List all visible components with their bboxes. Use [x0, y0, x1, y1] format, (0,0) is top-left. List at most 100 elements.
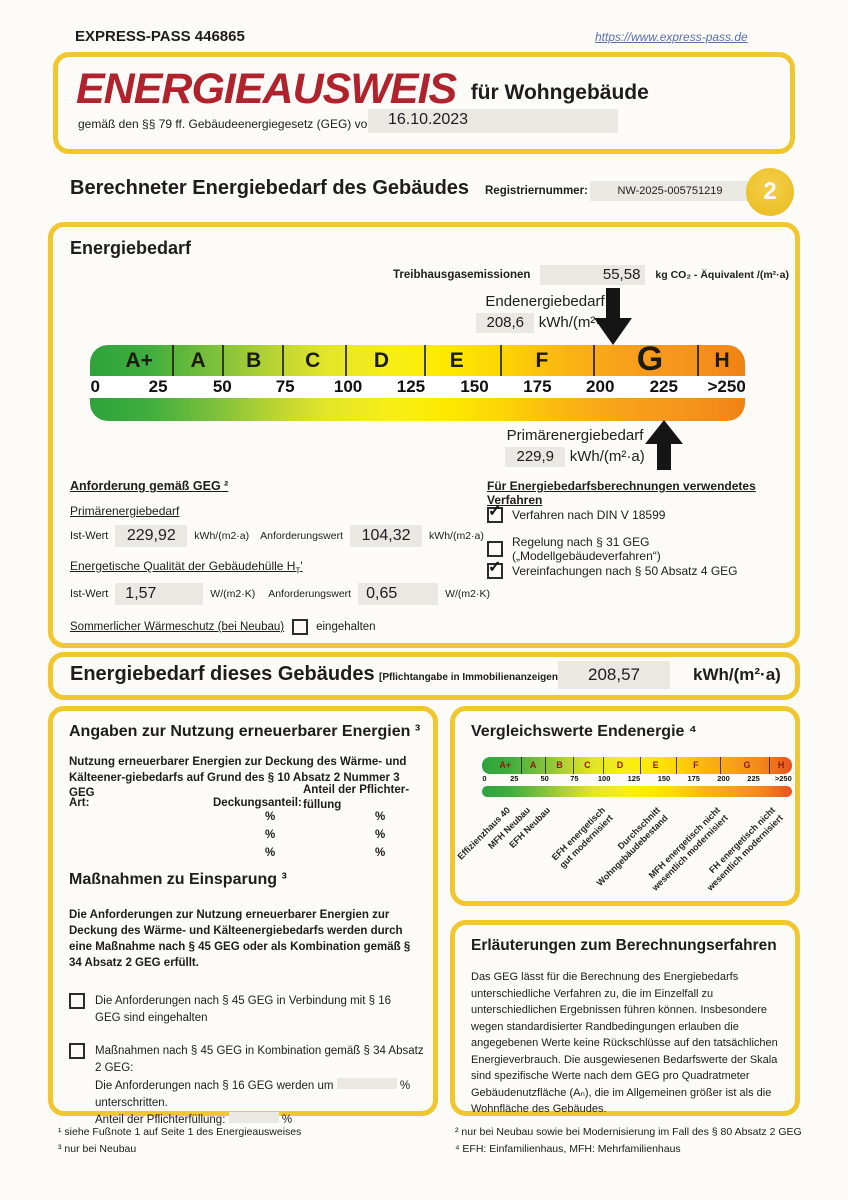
- issue-date: 16.10.2023: [368, 109, 618, 133]
- scale-number-150: 150: [460, 377, 489, 396]
- endenergie-value: 208,6: [476, 313, 535, 333]
- law-reference: gemäß den §§ 79 ff. Gebäudeenergiegesetz…: [78, 117, 385, 131]
- scale-tick: [500, 345, 503, 376]
- scale-tick: [171, 345, 174, 376]
- scale-number-125: 125: [396, 377, 426, 396]
- anteil-percent-1: %: [375, 811, 386, 823]
- scale-tick: [697, 345, 700, 376]
- sommer-option: eingehalten: [316, 621, 376, 633]
- anteil-percent-3: %: [375, 847, 386, 859]
- scale-number-75: 75: [570, 774, 579, 783]
- comparison-labels: Effizienzhaus 40 MFH Neubau EFH Neubau EFH …: [455, 803, 792, 893]
- scale-tick: [572, 757, 574, 774]
- scale-number-50: 50: [212, 377, 232, 396]
- scale-letter-F: F: [535, 349, 549, 372]
- scale-number-125: 125: [627, 774, 641, 783]
- col-deckung-label: Deckungsanteil:: [213, 797, 302, 809]
- banner-unit: kWh/(m²·a): [693, 665, 781, 684]
- primaerenergie-unit: kWh/(m²·a): [569, 448, 645, 465]
- massnahmen-item-2-line2a: Die Anforderungen nach § 16 GEG werden u…: [95, 1079, 334, 1092]
- verfahren-checkbox-3: [487, 557, 503, 579]
- sommer-checkbox: [292, 619, 309, 635]
- huelle-anf-value: 0,65: [358, 583, 439, 605]
- scale-letter-B: B: [556, 760, 563, 770]
- scale-tick: [544, 757, 546, 774]
- section-title: Berechneter Energiebedarf des Gebäudes: [70, 177, 470, 199]
- verfahren-checkbox-1: [487, 501, 503, 523]
- banner-title: Energiebedarf dieses Gebäudes: [70, 663, 375, 685]
- scale-number-225: 225: [747, 774, 760, 783]
- prim-anf-unit: kWh/(m2·a): [429, 530, 484, 542]
- pflichterfuellung-blank-field: [228, 1112, 279, 1123]
- ghg-unit: kg CO₂ - Äquivalent /(m²·a): [655, 269, 790, 281]
- title-box: ENERGIEAUSWEIS für Wohngebäude gemäß den…: [53, 52, 795, 154]
- scale-letter-A+: A+: [499, 760, 512, 770]
- primaerenergie-value: 229,9: [505, 447, 566, 467]
- energiebedarf-box: Energiebedarf Treibhausgasemissionen 55,…: [48, 222, 800, 648]
- ghg-value: 55,58: [540, 265, 646, 285]
- anforderungswert-label-2: Anforderungswert: [268, 588, 352, 600]
- scale-tick: [222, 345, 225, 376]
- scale-number-175: 175: [523, 377, 552, 396]
- footnote-2: ² nur bei Neubau sowie bei Modernisierun…: [455, 1126, 802, 1138]
- verfahren-item-3: Vereinfachungen nach § 50 Absatz 4 GEG: [512, 564, 738, 578]
- scale-number-150: 150: [657, 774, 671, 783]
- footnote-3: ³ nur bei Neubau: [58, 1142, 137, 1155]
- scale-number-100: 100: [333, 377, 363, 396]
- massnahmen-intro: Die Anforderungen zur Nutzung erneuerbar…: [69, 909, 411, 970]
- erneuerbare-box: Angaben zur Nutzung erneuerbarer Energie…: [48, 706, 438, 1126]
- deckung-percent-3: %: [265, 847, 276, 859]
- massnahmen-checkbox-1: [69, 993, 85, 1009]
- scale-tick: [602, 757, 604, 774]
- verfahren-item-1: Verfahren nach DIN V 18599: [512, 508, 666, 522]
- scale-tick: [520, 757, 522, 774]
- document-subtitle: für Wohngebäude: [470, 81, 649, 104]
- massnahmen-checkbox-2: [69, 1043, 85, 1059]
- verfahren-item-2: Regelung nach § 31 GEG („Modellgebäudeve…: [512, 535, 661, 563]
- scale-letter-G: G: [636, 345, 664, 378]
- verfahren-checkbox-2: [487, 541, 503, 557]
- deckung-percent-2: %: [265, 829, 276, 841]
- scale-number-gt250: >250: [774, 774, 792, 783]
- footnote-4: ⁴ EFH: Einfamilienhaus, MFH: Mehrfamilie…: [455, 1142, 681, 1155]
- page-number-badge: 2: [746, 168, 794, 216]
- unterschritten-blank-field: [336, 1077, 397, 1089]
- scale-tick: [769, 757, 771, 774]
- anforderungswert-label: Anforderungswert: [260, 530, 344, 542]
- scale-letter-E: E: [652, 760, 659, 770]
- scale-tick: [424, 345, 427, 376]
- prim-ist-unit: kWh/(m2·a): [194, 530, 250, 542]
- primaerenergie-arrow-up-icon: [645, 420, 683, 470]
- comparison-scale: A+ A B C D E F G H 0 25 50 75 100 125 150 175 200 225 >250: [482, 757, 792, 797]
- erlaeuterungen-body: Das GEG lässt für die Berechnung des Ene…: [471, 971, 778, 1115]
- verfahren-heading: Für Energiebedarfsberechnungen verwendet…: [487, 479, 756, 507]
- scale-number-0: 0: [482, 774, 487, 783]
- anforderung-heading: Anforderung gemäß GEG ²: [70, 479, 229, 493]
- huelle-ist-value: 1,57: [115, 583, 204, 605]
- scale-letter-B: B: [246, 349, 262, 372]
- scale-tick: [344, 345, 347, 376]
- scale-letter-D: D: [616, 760, 624, 770]
- col-art-label: Art:: [69, 797, 90, 809]
- endenergie-label: Endenergiebedarf: [485, 293, 605, 310]
- energy-scale: A+ A B C D E F G H 0 25 50 75 100 125 150 175 200 225 >250: [90, 345, 745, 421]
- erneuerbare-heading: Angaben zur Nutzung erneuerbarer Energie…: [69, 723, 421, 740]
- anforderung-sub1: Primärenergiebedarf: [70, 504, 180, 518]
- ist-wert-label-2: Ist-Wert: [70, 588, 109, 600]
- scale-letter-A: A: [529, 760, 537, 770]
- scale-number-0: 0: [90, 377, 100, 396]
- document-reference: EXPRESS-PASS 446865: [75, 28, 245, 45]
- erlaeuterungen-heading: Erläuterungen zum Berechnungserfahren: [471, 937, 777, 954]
- website-link[interactable]: https://www.express-pass.de: [595, 30, 748, 44]
- scale-letter-C: C: [305, 349, 321, 372]
- prim-ist-value: 229,92: [115, 525, 188, 547]
- registration-number: NW-2025-005751219: [590, 181, 750, 201]
- scale-number-25: 25: [510, 774, 519, 783]
- scale-number-225: 225: [649, 377, 678, 396]
- endenergie-arrow-down-icon: [594, 288, 632, 345]
- scale-number-200: 200: [717, 774, 730, 783]
- scale-tick: [640, 757, 642, 774]
- banner-note: [Pflichtangabe in Immobilienanzeigen]: [379, 672, 562, 683]
- document-title: ENERGIEAUSWEIS: [76, 65, 457, 113]
